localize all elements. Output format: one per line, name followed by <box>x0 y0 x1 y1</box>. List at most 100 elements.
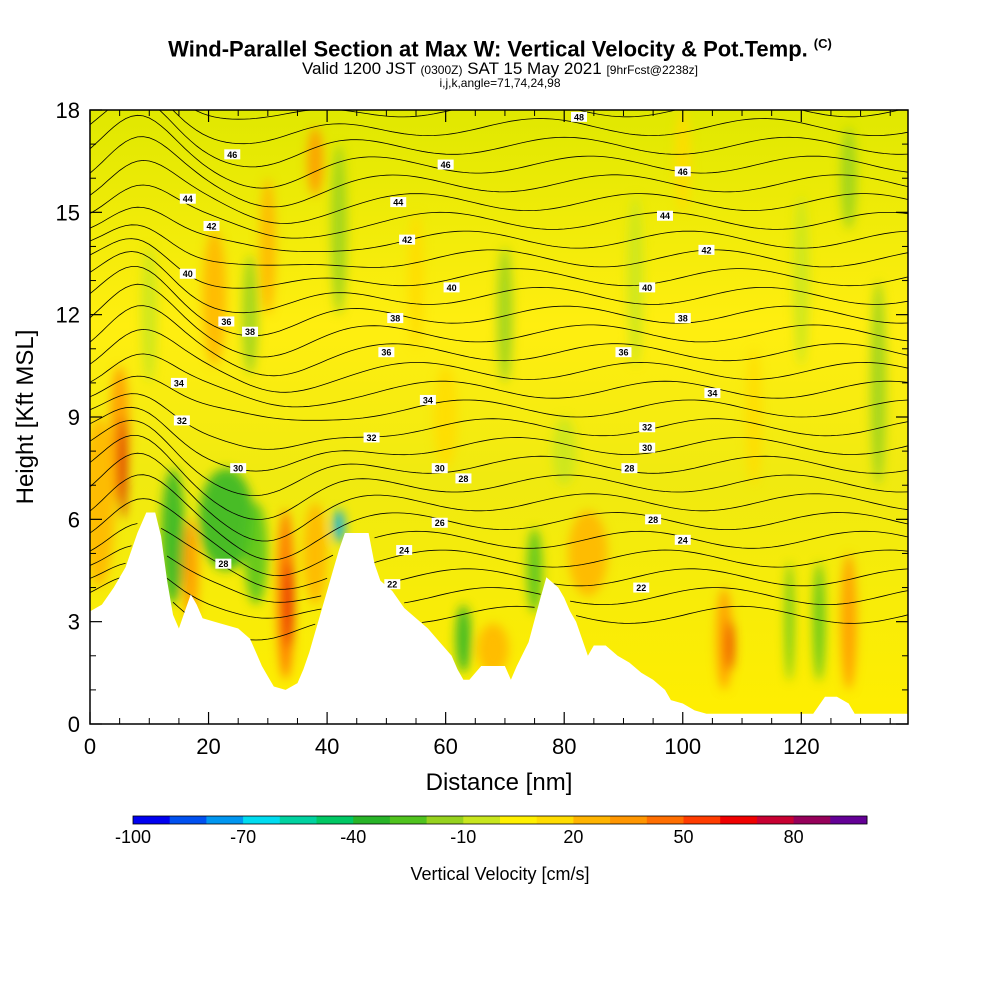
isentrope-label-bg <box>674 166 691 177</box>
colorbar-swatch <box>793 816 831 824</box>
velocity-blob <box>746 349 762 485</box>
isentrope-label-text: 24 <box>678 535 688 545</box>
velocity-blob <box>568 510 608 596</box>
isentrope-label: 28 <box>215 558 232 569</box>
colorbar-swatch <box>500 816 538 824</box>
velocity-blob <box>840 127 857 230</box>
isentrope-label-bg <box>639 422 656 433</box>
isentrope-label: 32 <box>363 432 380 443</box>
isentrope-label: 44 <box>656 210 673 221</box>
x-tick-label: 100 <box>664 734 701 759</box>
chart-title-text: Wind-Parallel Section at Max W: Vertical… <box>168 36 808 62</box>
x-tick-label: 60 <box>433 734 457 759</box>
y-tick-label: 15 <box>56 200 80 225</box>
isentrope-label: 22 <box>633 582 650 593</box>
isentrope-label-bg <box>179 193 196 204</box>
isentrope-label-text: 34 <box>174 378 184 388</box>
isentrope-label-bg <box>179 268 196 279</box>
isentrope-label-text: 40 <box>183 269 193 279</box>
isentrope-label-text: 32 <box>177 416 187 426</box>
isentrope-label-bg <box>621 463 638 474</box>
isentrope-label-text: 22 <box>387 580 397 590</box>
isentrope-label-text: 44 <box>660 211 670 221</box>
isentrope-label-bg <box>173 415 190 426</box>
velocity-blob <box>552 417 577 486</box>
velocity-blob <box>433 366 458 468</box>
velocity-blob <box>307 127 324 196</box>
velocity-blob <box>331 144 347 315</box>
isentrope-label-bg <box>455 473 472 484</box>
isentrope <box>90 159 908 224</box>
isentrope-label-bg <box>431 463 448 474</box>
colorbar-swatch <box>830 816 868 824</box>
isentrope-label-bg <box>363 432 380 443</box>
y-tick-label: 9 <box>68 405 80 430</box>
isentrope-label: 32 <box>639 422 656 433</box>
isentrope <box>90 577 908 641</box>
isentrope-label-bg <box>399 234 416 245</box>
velocity-blob <box>408 212 424 349</box>
isentrope <box>90 110 908 168</box>
isentrope-label: 30 <box>230 463 247 474</box>
isentrope-labels: 28 22 24 26 28 30 30 32 32 34 34 36 38 36 38 40 40 42 42 44… <box>170 111 721 593</box>
colorbar-tick-label: -40 <box>340 827 366 847</box>
plot-area: 28 22 24 26 28 30 30 32 32 34 34 36 38 36 38 40 40 42 42 44… <box>90 110 908 724</box>
isentrope-label-bg <box>633 582 650 593</box>
isentrope <box>90 393 908 450</box>
x-tick-label: 80 <box>552 734 576 759</box>
velocity-blob <box>118 417 127 520</box>
colorbar-swatch <box>610 816 648 824</box>
isentrope <box>90 545 908 603</box>
colorbar-tick-label: 50 <box>673 827 693 847</box>
isentrope <box>90 136 908 208</box>
colorbar-swatch <box>536 816 574 824</box>
isentrope <box>90 283 908 358</box>
velocity-blob <box>303 502 328 605</box>
velocity-blob <box>259 178 276 315</box>
colorbar-frame <box>132 815 868 825</box>
isentrope-label: 40 <box>639 282 656 293</box>
isentrope-label: 40 <box>179 268 196 279</box>
colorbar-swatch <box>720 816 758 824</box>
isentrope <box>90 238 908 289</box>
isentrope-label-text: 28 <box>458 474 468 484</box>
colorbar-swatch <box>646 816 684 824</box>
isentrope-label: 30 <box>639 442 656 453</box>
isentrope-label-text: 40 <box>447 283 457 293</box>
velocity-blob <box>333 509 345 544</box>
colorbar-swatch <box>389 816 428 824</box>
isentrope-label-bg <box>443 282 460 293</box>
isentrope-label: 28 <box>621 463 638 474</box>
isentrope-label: 34 <box>704 388 721 399</box>
colorbar-tick-label: 80 <box>784 827 804 847</box>
isentrope-label: 38 <box>387 313 404 324</box>
isentropes <box>90 110 908 641</box>
colorbar-swatch <box>243 816 281 824</box>
colorbar-swatch <box>316 816 354 824</box>
isentrope-label: 42 <box>698 244 715 255</box>
velocity-blob <box>497 246 513 383</box>
isentrope-label-bg <box>390 197 407 208</box>
isentrope-label-bg <box>230 463 247 474</box>
chart-subtitle: Valid 1200 JST (0300Z) SAT 15 May 2021 [… <box>0 59 1000 79</box>
velocity-blob <box>793 195 810 366</box>
isentrope-label-text: 36 <box>618 348 628 358</box>
isentrope-label: 28 <box>645 514 662 525</box>
isentrope-label-text: 34 <box>423 395 433 405</box>
isentrope-label-text: 30 <box>233 464 243 474</box>
isentrope-label-bg <box>698 244 715 255</box>
isentrope-label-text: 28 <box>624 464 634 474</box>
isentrope-label-text: 32 <box>367 433 377 443</box>
isentrope <box>172 110 908 145</box>
velocity-blob <box>455 604 472 673</box>
isentrope-label-bg <box>218 316 235 327</box>
isentrope <box>90 452 908 542</box>
isentrope-label-text: 42 <box>701 245 711 255</box>
copyright-mark: (C) <box>813 36 832 51</box>
isentrope-label-bg <box>645 514 662 525</box>
isentrope-label: 26 <box>431 517 448 528</box>
isentrope-label-bg <box>224 149 241 160</box>
velocity-blob <box>202 229 227 366</box>
valid-utc: (0300Z) <box>420 63 463 77</box>
